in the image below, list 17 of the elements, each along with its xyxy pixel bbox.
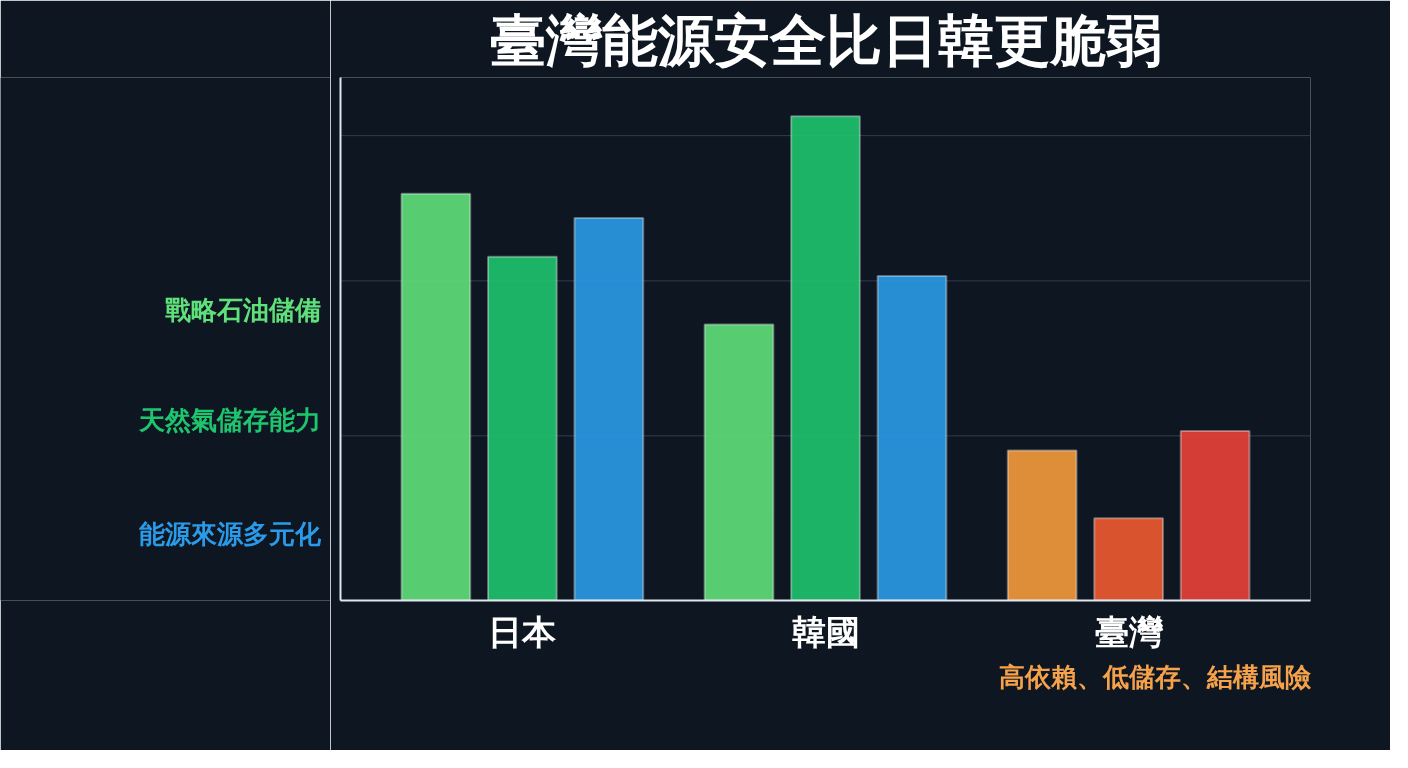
bar (703, 323, 775, 601)
bar (1093, 517, 1164, 601)
text: 高依賴、低儲存、結構風險 (998, 661, 1312, 692)
x-tick-label: 臺灣 (1094, 611, 1164, 652)
bar (790, 115, 861, 601)
bar (1006, 449, 1078, 601)
bar (400, 192, 472, 601)
x-tick-label: 韓國 (791, 611, 860, 652)
chart-title: 臺灣能源安全比日韓更脆弱 (489, 7, 1162, 73)
bar (487, 255, 558, 601)
bar (876, 275, 948, 601)
bar (573, 216, 645, 601)
text: 戰略石油儲備 (164, 294, 321, 325)
x-tick-label: 日本 (488, 611, 558, 652)
text: 能源來源多元化 (138, 519, 322, 550)
text: 天然氣儲存能力 (137, 404, 321, 435)
bar (1179, 430, 1251, 601)
